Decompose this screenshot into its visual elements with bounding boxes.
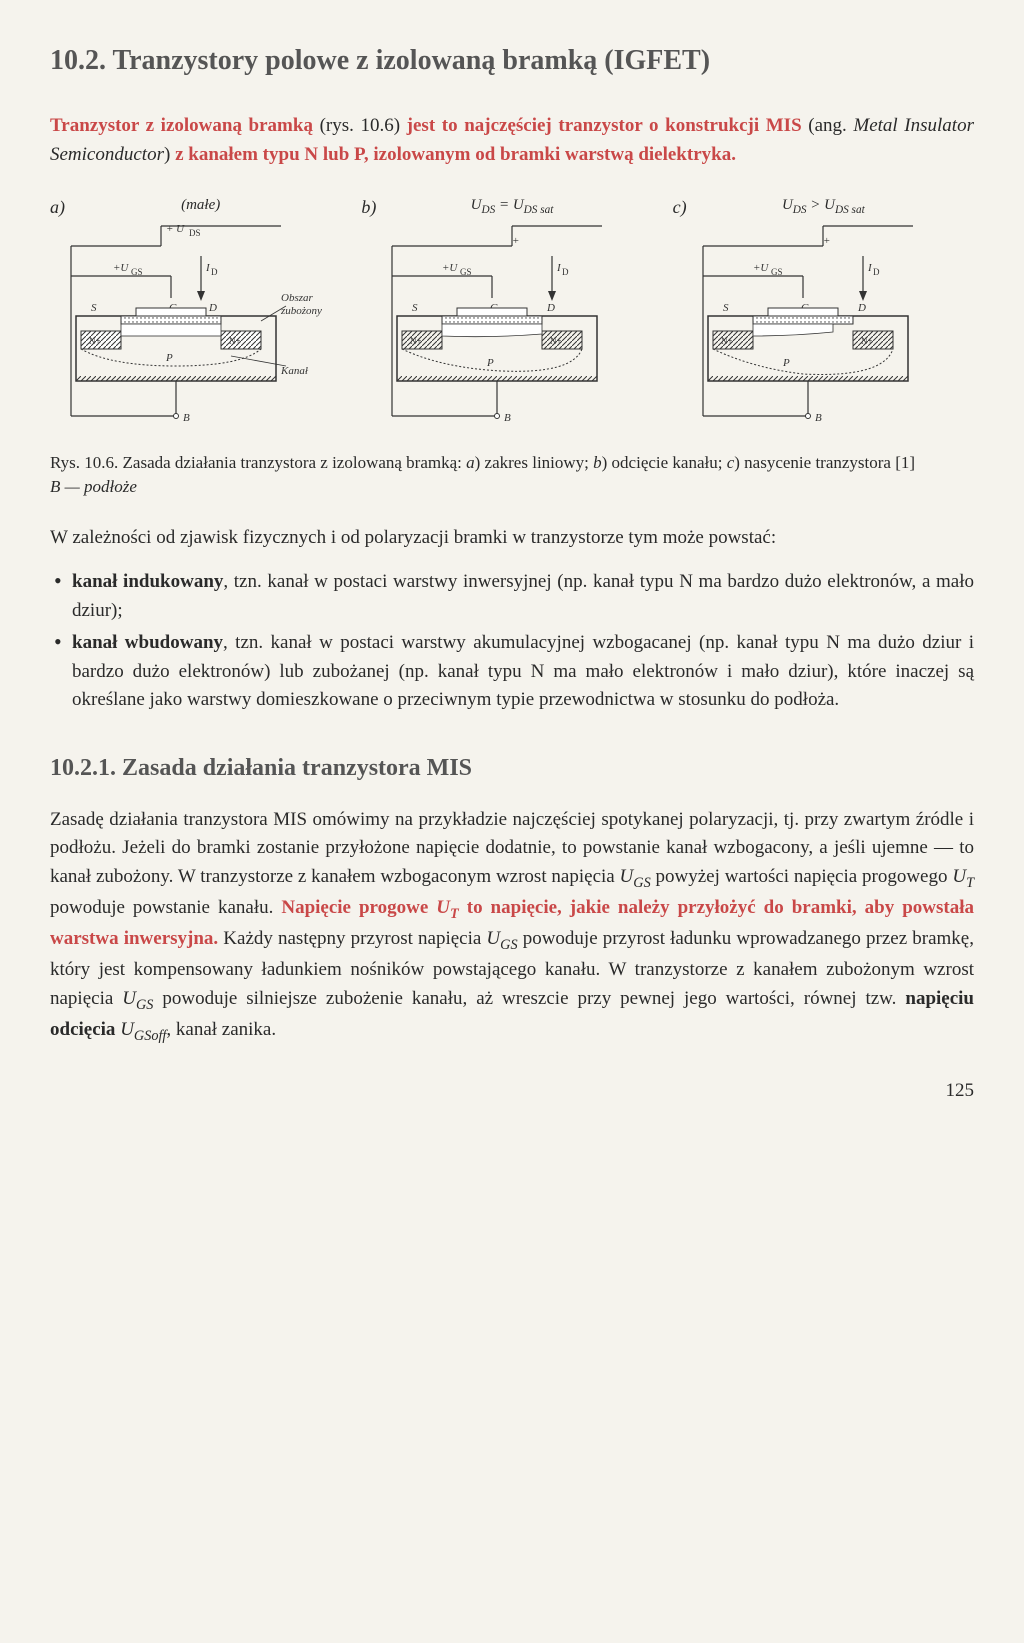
svg-text:D: D — [562, 267, 569, 277]
var-ut1: U — [952, 866, 966, 887]
subfig-c-top: UDS > UDS sat — [673, 194, 974, 216]
var-ugs2: U — [486, 928, 500, 949]
caption-b: b — [593, 453, 602, 472]
intro-text-2: (ang. — [802, 115, 854, 136]
body2-hl-ut: U — [436, 897, 450, 918]
subfig-b-top: UDS = UDS sat — [361, 194, 662, 216]
svg-text:GS: GS — [771, 267, 783, 277]
body2-paragraph: Zasadę działania tranzystora MIS omówimy… — [50, 806, 974, 1047]
caption-c-text: ) nasycenie tranzystora [1] — [734, 453, 915, 472]
subfig-a-diagram: + UDS +UGS ID S G D N+ — [51, 216, 351, 436]
intro-paragraph: Tranzystor z izolowaną bramką (rys. 10.6… — [50, 112, 974, 169]
svg-text:B: B — [815, 412, 822, 424]
svg-text:D: D — [211, 267, 218, 277]
subsection-number: 10.2.1. — [50, 755, 116, 781]
body2-p1c: powoduje powstanie kanału. — [50, 897, 281, 918]
subfig-a-label: a) — [50, 194, 65, 221]
svg-text:S: S — [91, 302, 97, 314]
body2-p1f: powoduje silniejsze zubożenie kanału, aż… — [153, 988, 905, 1009]
svg-text:+U: +U — [113, 262, 129, 274]
svg-text:N+: N+ — [550, 336, 562, 346]
intro-highlight-3: z kanałem typu N lub P, izolowanym od br… — [175, 144, 736, 165]
svg-text:B: B — [183, 412, 190, 424]
li1-bold: kanał indukowany — [72, 571, 223, 592]
svg-text:N+: N+ — [89, 336, 101, 346]
body2-p1g: , kanał zanika. — [166, 1019, 276, 1040]
caption-prefix: Rys. 10.6. Zasada działania tranzystora … — [50, 453, 466, 472]
svg-text:S: S — [412, 302, 418, 314]
svg-text:+U: +U — [753, 262, 769, 274]
intro-text-3: ) — [164, 144, 175, 165]
svg-text:P: P — [165, 352, 173, 364]
list-item: kanał indukowany, tzn. kanał w postaci w… — [50, 568, 974, 625]
body2-p1d: Każdy następny przyrost napięcia — [218, 928, 486, 949]
subfig-a-top: (małe) — [50, 194, 351, 216]
body2-p1b: powyżej wartości napięcia progowego — [651, 866, 953, 887]
svg-text:D: D — [208, 302, 217, 314]
page-number: 125 — [50, 1077, 974, 1106]
svg-text:Obszar: Obszar — [281, 292, 314, 304]
svg-text:S: S — [723, 302, 729, 314]
subfigure-b: b) UDS = UDS sat + +UGS ID S G D N+ — [361, 194, 662, 436]
svg-text:N+: N+ — [721, 336, 733, 346]
svg-text:D: D — [857, 302, 866, 314]
figure-10-6: a) (małe) + UDS +UGS ID S G D — [50, 194, 974, 436]
caption-a-text: ) zakres liniowy; — [475, 453, 594, 472]
svg-text:B: B — [504, 412, 511, 424]
svg-text:P: P — [782, 357, 790, 369]
subfig-c-diagram: + +UGS ID S G D N+ N+ P — [683, 216, 963, 436]
subfig-b-diagram: + +UGS ID S G D N+ N+ P — [372, 216, 652, 436]
svg-text:N+: N+ — [229, 336, 241, 346]
svg-text:D: D — [546, 302, 555, 314]
subfig-b-label: b) — [361, 194, 376, 221]
list-item: kanał wbudowany, tzn. kanał w postaci wa… — [50, 629, 974, 715]
svg-text:DS: DS — [189, 228, 201, 238]
svg-text:+: + — [512, 235, 519, 247]
section-number: 10.2. — [50, 45, 106, 76]
intro-highlight-2: jest to najczęściej tranzystor o konstru… — [407, 115, 802, 136]
svg-text:P: P — [486, 357, 494, 369]
svg-text:GS: GS — [460, 267, 472, 277]
caption-b-text: ) odcięcie kanału; — [602, 453, 727, 472]
var-ugsoff: U — [120, 1019, 134, 1040]
svg-text:D: D — [873, 267, 880, 277]
caption-a: a — [466, 453, 475, 472]
sub-ugs2: GS — [500, 937, 517, 953]
body1-lead: W zależności od zjawisk fizycznych i od … — [50, 524, 974, 553]
svg-text:Kanał: Kanał — [280, 365, 309, 377]
sub-ugs3: GS — [136, 996, 153, 1012]
intro-text-1: (rys. 10.6) — [313, 115, 407, 136]
subfig-c-label: c) — [673, 194, 687, 221]
svg-text:+: + — [823, 235, 830, 247]
svg-text:+U: +U — [442, 262, 458, 274]
section-title: 10.2. Tranzystory polowe z izolowaną bra… — [50, 40, 974, 82]
var-ugs1: U — [620, 866, 634, 887]
sub-ugs1: GS — [633, 874, 650, 890]
sub-ut1: T — [966, 874, 974, 890]
svg-text:N+: N+ — [861, 336, 873, 346]
svg-text:+ U: + U — [166, 223, 185, 235]
subsection-heading: 10.2.1. Zasada działania tranzystora MIS — [50, 750, 974, 786]
body2-hl1: Napięcie progowe — [281, 897, 436, 918]
subsection-title: Zasada działania tranzystora MIS — [122, 755, 472, 781]
subfigure-a: a) (małe) + UDS +UGS ID S G D — [50, 194, 351, 436]
body2-hl-ut-sub: T — [450, 906, 459, 922]
svg-text:N+: N+ — [410, 336, 422, 346]
svg-text:zubożony: zubożony — [280, 305, 322, 317]
subfigure-c: c) UDS > UDS sat + +UGS ID S G D N+ — [673, 194, 974, 436]
var-ugs3: U — [122, 988, 136, 1009]
intro-highlight-1: Tranzystor z izolowaną bramką — [50, 115, 313, 136]
sub-ugsoff: GSoff — [134, 1028, 166, 1044]
section-title-text: Tranzystory polowe z izolowaną bramką (I… — [113, 45, 711, 76]
channel-types-list: kanał indukowany, tzn. kanał w postaci w… — [50, 568, 974, 715]
caption-legend: B — podłoże — [50, 477, 137, 496]
figure-caption: Rys. 10.6. Zasada działania tranzystora … — [50, 451, 974, 499]
li2-bold: kanał wbudowany — [72, 632, 223, 653]
